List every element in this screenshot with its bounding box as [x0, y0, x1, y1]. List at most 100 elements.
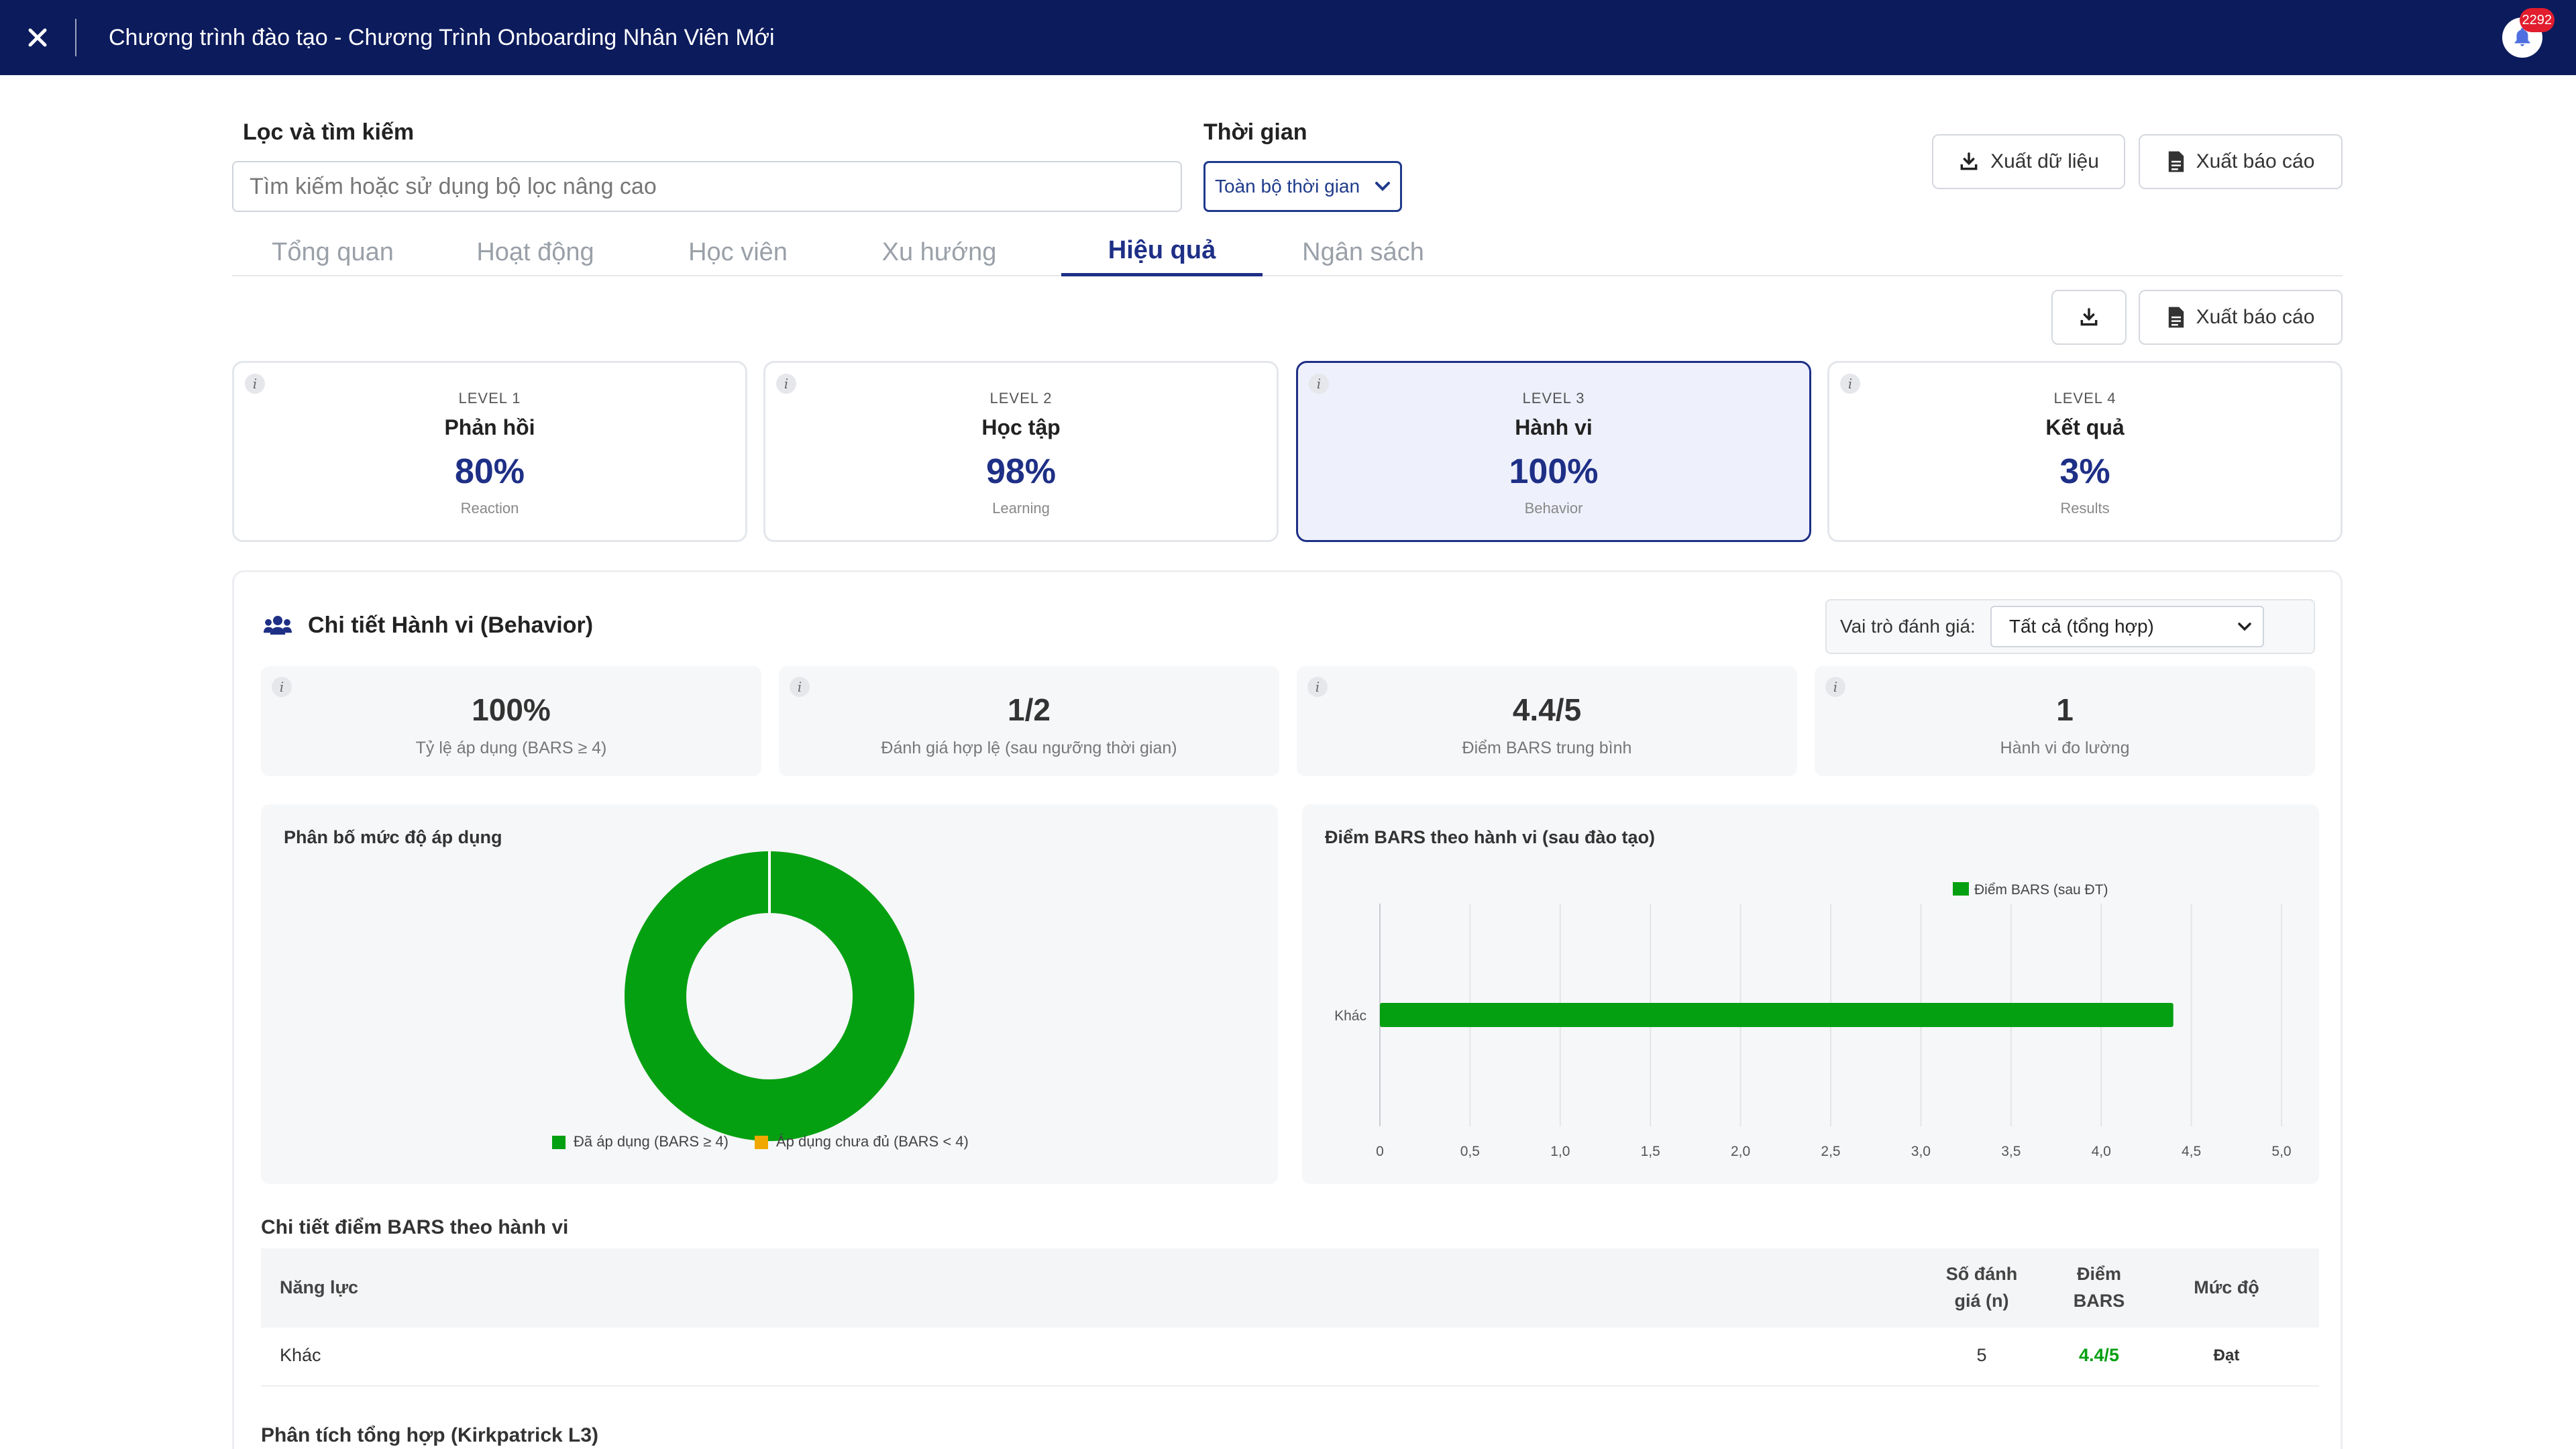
tab-effectiveness[interactable]: Hiệu quả [1061, 228, 1263, 276]
level-tag: LEVEL 3 [1522, 390, 1585, 407]
time-range-select[interactable]: Toàn bộ thời gian [1203, 161, 1402, 212]
stat-card-average-bars: i 4.4/5 Điểm BARS trung bình [1297, 666, 1797, 776]
info-icon[interactable]: i [1307, 677, 1328, 697]
top-bar: Chương trình đào tạo - Chương Trình Onbo… [0, 0, 2576, 75]
stat-card-valid-evaluations: i 1/2 Đánh giá hợp lệ (sau ngưỡng thời g… [779, 666, 1279, 776]
info-icon[interactable]: i [1309, 374, 1329, 394]
x-tick-label: 4,5 [2182, 1144, 2201, 1159]
x-tick-label: 3,5 [2001, 1144, 2021, 1159]
level-card-results[interactable]: i LEVEL 4 Kết quả 3% Results [1827, 361, 2343, 542]
notification-badge: 2292 [2519, 8, 2555, 32]
tab-trends[interactable]: Xu hướng [881, 237, 997, 266]
info-icon[interactable]: i [245, 374, 265, 394]
x-tick-label: 2,5 [1821, 1144, 1840, 1159]
stat-label: Hành vi đo lường [2000, 739, 2130, 757]
bell-icon [2514, 28, 2530, 46]
role-select[interactable]: Tất cả (tổng hợp) [1990, 606, 2264, 647]
legend-label[interactable]: Áp dụng chưa đủ (BARS < 4) [776, 1133, 969, 1150]
legend-label[interactable]: Đã áp dụng (BARS ≥ 4) [574, 1133, 729, 1150]
search-input[interactable] [232, 161, 1182, 212]
x-tick-label: 2,0 [1731, 1144, 1750, 1159]
level-name: Kết quả [2045, 415, 2125, 439]
x-tick-label: 0 [1376, 1144, 1384, 1159]
level-name: Phản hồi [444, 415, 535, 439]
table-title: Chi tiết điểm BARS theo hành vi [261, 1216, 569, 1238]
level-subtitle: Behavior [1524, 500, 1583, 517]
x-tick-label: 0,5 [1460, 1144, 1480, 1159]
header-level: Mức độ [2194, 1277, 2259, 1297]
donut-chart: Đã áp dụng (BARS ≥ 4) Áp dụng chưa đủ (BA… [552, 851, 969, 1150]
page-title: Chương trình đào tạo - Chương Trình Onbo… [109, 24, 775, 50]
stat-value: 100% [472, 692, 551, 727]
level-tag: LEVEL 2 [989, 390, 1053, 407]
summary-title: Phân tích tổng hợp (Kirkpatrick L3) [261, 1424, 599, 1446]
legend-swatch [552, 1136, 566, 1149]
level-tag: LEVEL 1 [458, 390, 521, 407]
download-icon [2080, 308, 2098, 326]
users-icon [264, 616, 292, 635]
export-report-button[interactable]: Xuất báo cáo [2139, 134, 2343, 189]
export-report-label: Xuất báo cáo [2196, 150, 2315, 172]
header-competency: Năng lực [280, 1277, 359, 1297]
info-icon[interactable]: i [1840, 374, 1860, 394]
stat-value: 1/2 [1008, 692, 1051, 727]
chevron-down-icon [2238, 623, 2251, 631]
time-label: Thời gian [1203, 119, 1307, 145]
header-count-line-1: Số đánh [1945, 1264, 2018, 1284]
bar[interactable] [1380, 1003, 2174, 1027]
y-category-label: Khác [1334, 1008, 1366, 1024]
info-icon[interactable]: i [1825, 677, 1845, 697]
export-report-label: Xuất báo cáo [2196, 306, 2315, 328]
level-card-reaction[interactable]: i LEVEL 1 Phản hồi 80% Reaction [232, 361, 747, 542]
time-range-value: Toàn bộ thời gian [1215, 176, 1360, 197]
chevron-down-icon [1375, 182, 1390, 191]
x-tick-label: 4,0 [2092, 1144, 2111, 1159]
level-value: 98% [985, 452, 1057, 491]
tab-activity[interactable]: Hoạt động [476, 237, 594, 266]
header-count-line-2: giá (n) [1954, 1291, 2009, 1311]
stat-label: Tỷ lệ áp dụng (BARS ≥ 4) [415, 739, 607, 757]
download-icon [1960, 152, 1978, 170]
top-bar-divider [75, 19, 76, 56]
x-tick-label: 1,0 [1550, 1144, 1570, 1159]
level-value: 100% [1509, 452, 1599, 491]
document-icon [2168, 307, 2184, 328]
level-name: Hành vi [1515, 415, 1593, 439]
x-tick-label: 5,0 [2271, 1144, 2291, 1159]
donut-slice[interactable] [624, 851, 914, 1141]
level-card-learning[interactable]: i LEVEL 2 Học tập 98% Learning [763, 361, 1279, 542]
tab-learners[interactable]: Học viên [688, 237, 788, 266]
header-score-line-2: BARS [2073, 1291, 2125, 1311]
search-label: Lọc và tìm kiếm [243, 119, 415, 145]
table-header: Năng lực Số đánh giá (n) Điểm BARS Mức đ… [261, 1248, 2319, 1328]
export-report-button-secondary[interactable]: Xuất báo cáo [2139, 290, 2343, 345]
export-data-label: Xuất dữ liệu [1990, 150, 2099, 172]
chart-title: Phân bố mức độ áp dụng [284, 827, 502, 847]
evaluator-role-filter: Vai trò đánh giá: Tất cả (tổng hợp) [1825, 599, 2315, 654]
level-subtitle: Learning [992, 500, 1050, 517]
legend-swatch [1953, 882, 1969, 896]
download-button[interactable] [2051, 290, 2127, 345]
legend-swatch [755, 1136, 768, 1149]
cell-competency: Khác [280, 1345, 321, 1365]
x-tick-label: 1,5 [1641, 1144, 1660, 1159]
tab-overview[interactable]: Tổng quan [272, 237, 394, 266]
info-icon[interactable]: i [790, 677, 810, 697]
legend-label[interactable]: Điểm BARS (sau ĐT) [1974, 882, 2108, 898]
level-subtitle: Reaction [460, 500, 519, 517]
info-icon[interactable]: i [272, 677, 292, 697]
role-value: Tất cả (tổng hợp) [2008, 616, 2154, 637]
header-score-line-1: Điểm [2076, 1264, 2122, 1284]
tab-budget[interactable]: Ngân sách [1302, 237, 1424, 266]
cell-level: Đạt [2213, 1346, 2240, 1364]
chart-title: Điểm BARS theo hành vi (sau đào tạo) [1325, 827, 1656, 847]
level-card-behavior[interactable]: i LEVEL 3 Hành vi 100% Behavior [1296, 361, 1811, 542]
level-name: Học tập [981, 415, 1061, 439]
info-icon[interactable]: i [776, 374, 796, 394]
notification-button[interactable]: 2292 [2502, 8, 2555, 58]
stat-card-behaviors-measured: i 1 Hành vi đo lường [1815, 666, 2315, 776]
export-data-button[interactable]: Xuất dữ liệu [1932, 134, 2125, 189]
close-button[interactable] [0, 0, 75, 75]
close-icon [28, 28, 47, 47]
